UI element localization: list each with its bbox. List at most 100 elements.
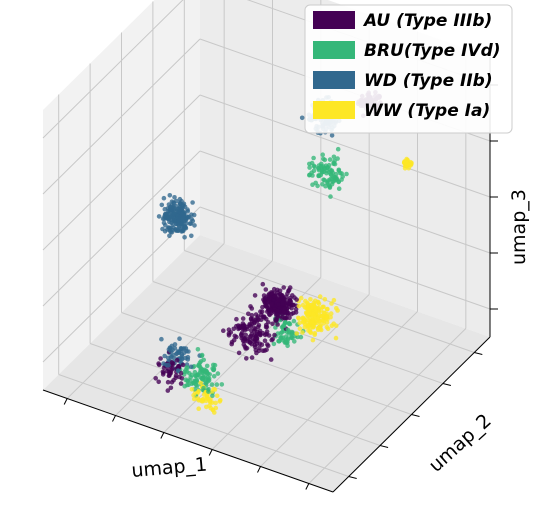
point-series-1 [204, 363, 210, 369]
point-series-1 [196, 362, 201, 368]
point-series-0 [252, 319, 257, 325]
point-series-1 [203, 368, 209, 374]
point-series-1 [211, 374, 217, 379]
point-series-2 [192, 223, 197, 228]
point-series-0 [153, 376, 158, 381]
point-series-2 [187, 221, 193, 226]
point-series-3 [315, 316, 321, 322]
point-series-0 [257, 332, 263, 337]
y-tick [348, 476, 357, 479]
point-series-0 [270, 321, 275, 327]
point-series-2 [176, 218, 181, 224]
floor-grid-y [121, 312, 412, 415]
point-series-1 [206, 378, 212, 383]
left-grid-z [42, 150, 201, 307]
point-series-0 [176, 364, 181, 369]
point-series-3 [333, 335, 339, 341]
point-series-2 [161, 195, 167, 201]
point-series-1 [194, 383, 200, 389]
legend-label-3: WW (Type Ia) [364, 101, 490, 121]
point-series-1 [198, 375, 203, 380]
point-series-2 [177, 201, 183, 207]
point-series-1 [194, 378, 199, 383]
floor-grid-y [184, 250, 475, 353]
point-series-3 [196, 389, 201, 395]
x-axis-line [42, 389, 334, 493]
point-series-3 [320, 318, 325, 323]
point-series-0 [278, 292, 284, 298]
point-series-0 [231, 326, 237, 332]
point-series-3 [315, 325, 321, 331]
point-series-1 [298, 334, 304, 340]
point-series-3 [297, 320, 303, 326]
point-series-0 [248, 304, 253, 309]
left-grid-z [42, 94, 201, 251]
point-series-0 [262, 338, 268, 344]
point-series-0 [177, 374, 182, 380]
point-series-0 [259, 342, 265, 348]
point-series-0 [287, 304, 292, 310]
y-tick [379, 445, 389, 448]
point-series-1 [292, 339, 297, 344]
point-series-0 [158, 356, 163, 361]
point-series-1 [334, 176, 340, 182]
point-series-0 [271, 309, 277, 314]
point-series-0 [247, 340, 253, 346]
point-series-2 [180, 217, 185, 223]
point-series-0 [242, 338, 247, 344]
legend-label-1: BRU(Type IVd) [364, 41, 501, 61]
point-series-2 [166, 362, 171, 368]
point-series-1 [331, 154, 337, 160]
point-series-3 [313, 305, 318, 310]
x-tick [208, 449, 213, 456]
point-series-0 [249, 355, 255, 360]
x-tick [160, 432, 165, 439]
point-series-0 [283, 294, 289, 300]
point-series-0 [232, 333, 238, 339]
point-series-3 [310, 311, 316, 317]
y-tick [442, 383, 452, 386]
point-series-3 [310, 337, 316, 343]
point-series-0 [244, 324, 250, 330]
point-series-0 [260, 304, 265, 310]
point-series-3 [308, 297, 313, 302]
point-series-0 [165, 388, 171, 393]
point-series-3 [211, 386, 216, 392]
point-series-3 [308, 330, 314, 336]
point-series-1 [210, 366, 215, 371]
point-series-3 [213, 400, 218, 406]
point-series-1 [307, 165, 312, 170]
point-series-2 [186, 214, 192, 220]
point-series-1 [285, 343, 290, 349]
y-tick [411, 414, 420, 417]
left-grid-z [42, 0, 184, 139]
legend-label-2: WD (Type IIb) [364, 71, 493, 91]
point-series-3 [191, 396, 197, 402]
back-grid-z [199, 150, 491, 254]
point-series-3 [208, 405, 213, 411]
point-series-2 [168, 229, 173, 235]
point-series-3 [195, 396, 200, 401]
point-series-3 [296, 316, 302, 321]
point-series-1 [199, 352, 205, 358]
point-series-2 [160, 216, 166, 221]
point-series-3 [198, 380, 203, 386]
point-series-2 [177, 196, 183, 202]
point-series-0 [240, 316, 246, 321]
point-series-0 [287, 285, 293, 290]
point-series-2 [172, 342, 178, 347]
point-series-0 [252, 293, 258, 298]
point-series-0 [156, 379, 161, 385]
point-series-0 [270, 336, 276, 342]
point-series-1 [328, 176, 333, 182]
point-series-3 [302, 325, 308, 330]
point-series-0 [275, 308, 280, 314]
legend-frame [304, 4, 513, 134]
point-series-2 [162, 229, 168, 234]
point-series-1 [184, 382, 190, 388]
point-series-1 [325, 181, 330, 186]
point-series-0 [294, 297, 299, 302]
point-series-2 [176, 208, 182, 214]
point-series-1 [316, 168, 322, 173]
point-series-1 [327, 167, 333, 172]
